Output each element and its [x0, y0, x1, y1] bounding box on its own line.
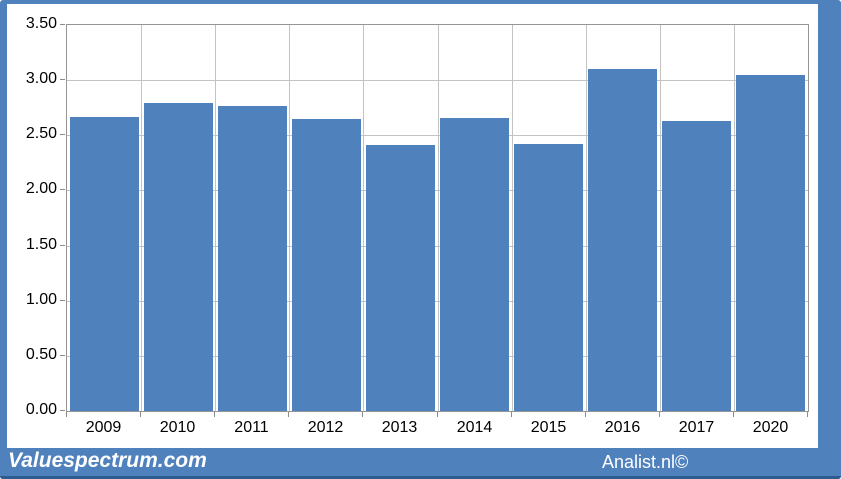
y-axis-label: 3.50 [25, 15, 57, 32]
valuespectrum-watermark: Valuespectrum.com [8, 449, 207, 472]
x-gridline [438, 25, 439, 411]
y-axis-tick [60, 189, 65, 190]
x-axis-label: 2009 [85, 419, 122, 436]
x-axis-tick [214, 412, 215, 417]
x-axis-label: 2020 [752, 419, 789, 436]
y-gridline [67, 80, 808, 81]
x-axis-label: 2014 [456, 419, 493, 436]
y-axis-tick [60, 300, 65, 301]
bar-2015 [514, 144, 584, 411]
x-axis-tick [140, 412, 141, 417]
bar-2020 [736, 74, 806, 411]
y-axis-tick [60, 245, 65, 246]
y-gridline [67, 301, 808, 302]
chart-area: 0.00 0.50 1.00 1.50 2.00 2.50 3.00 3.50 2009 2010… [7, 4, 818, 448]
x-gridline [363, 25, 364, 411]
y-axis-tick [60, 410, 65, 411]
bar-2012 [291, 118, 361, 411]
y-axis-tick [60, 24, 65, 25]
x-axis-label: 2013 [381, 419, 418, 436]
y-gridline [67, 190, 808, 191]
y-axis-tick [60, 355, 65, 356]
x-axis-tick [66, 412, 67, 417]
x-gridline [586, 25, 587, 411]
plot-area [66, 24, 809, 412]
bar-2009 [69, 116, 139, 411]
y-axis-tick [60, 134, 65, 135]
bar-2014 [440, 117, 510, 411]
y-gridline [67, 246, 808, 247]
x-axis-label: 2012 [307, 419, 344, 436]
y-axis-label: 3.00 [25, 70, 57, 87]
x-gridline [141, 25, 142, 411]
y-axis-label: 2.50 [25, 125, 57, 142]
x-axis-tick [511, 412, 512, 417]
x-gridline [289, 25, 290, 411]
y-axis-label: 1.00 [25, 291, 57, 308]
x-axis-label: 2011 [234, 419, 269, 436]
x-axis-label: 2016 [604, 419, 641, 436]
y-axis-label: 2.00 [25, 180, 57, 197]
x-gridline [734, 25, 735, 411]
x-gridline [660, 25, 661, 411]
y-axis-tick [60, 79, 65, 80]
x-gridline [512, 25, 513, 411]
x-axis-tick [659, 412, 660, 417]
bar-2011 [217, 105, 287, 411]
x-axis-tick [288, 412, 289, 417]
y-gridline [67, 135, 808, 136]
y-axis-label: 0.50 [25, 346, 57, 363]
y-axis-label: 0.00 [25, 401, 57, 418]
y-axis-label: 1.50 [25, 236, 57, 253]
analist-watermark: Analist.nl© [602, 452, 689, 472]
x-axis-tick [807, 412, 808, 417]
x-axis-tick [437, 412, 438, 417]
x-axis-label: 2010 [159, 419, 196, 436]
bar-2016 [588, 69, 658, 411]
bar-2013 [365, 145, 435, 411]
x-axis-label: 2017 [678, 419, 715, 436]
bar-2017 [662, 120, 732, 411]
x-axis-tick [733, 412, 734, 417]
x-gridline [215, 25, 216, 411]
bar-2010 [143, 103, 213, 411]
x-axis-tick [585, 412, 586, 417]
x-axis-tick [362, 412, 363, 417]
x-axis-label: 2015 [530, 419, 567, 436]
y-gridline [67, 356, 808, 357]
footer-bar: Valuespectrum.com Analist.nl© [0, 448, 841, 479]
